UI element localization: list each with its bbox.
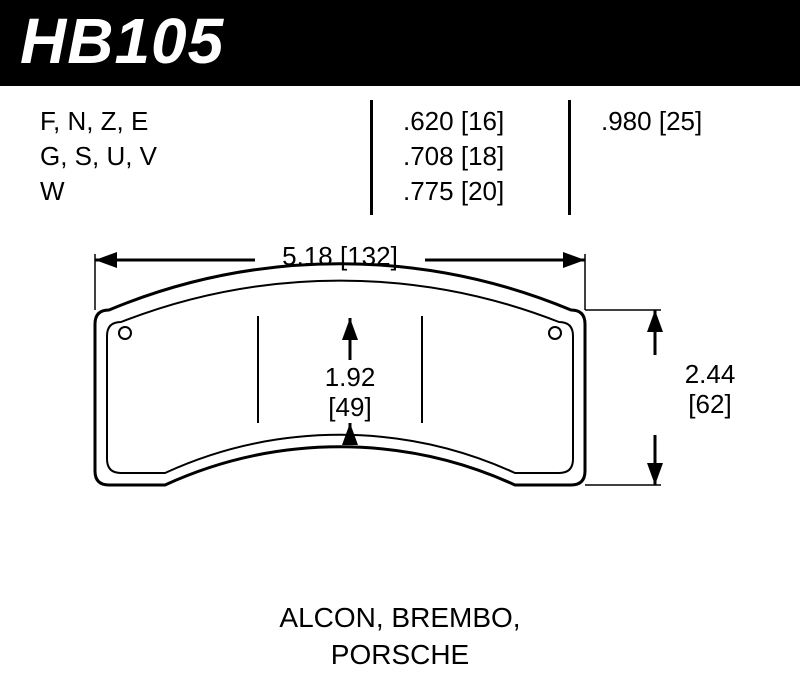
thickness-2: .708 [18] — [403, 139, 568, 174]
part-number: HB105 — [20, 5, 224, 77]
thickness-4: .980 [25] — [601, 104, 702, 139]
footer-line-2: PORSCHE — [0, 637, 800, 673]
outer-height-arrow-top — [647, 310, 663, 355]
compound-line-3: W — [40, 174, 370, 209]
width-arrow-right — [425, 252, 585, 268]
thickness-3: .775 [20] — [403, 174, 568, 209]
compound-line-1: F, N, Z, E — [40, 104, 370, 139]
inner-height-dimension-label: 1.92[49] — [310, 363, 390, 423]
thickness-column-2: .980 [25] — [571, 104, 702, 215]
part-number-header: HB105 — [0, 0, 800, 86]
thickness-column-1: .620 [16] .708 [18] .775 [20] — [373, 104, 568, 215]
compound-line-2: G, S, U, V — [40, 139, 370, 174]
spec-columns: F, N, Z, E G, S, U, V W .620 [16] .708 [… — [0, 86, 800, 225]
brake-pad-diagram: 5.18 [132] 1.92[49] 2.44[62] — [0, 225, 800, 645]
application-footer: ALCON, BREMBO, PORSCHE — [0, 600, 800, 673]
compound-codes-column: F, N, Z, E G, S, U, V W — [40, 104, 370, 215]
width-dimension-label: 5.18 [132] — [260, 241, 420, 272]
footer-line-1: ALCON, BREMBO, — [0, 600, 800, 636]
outer-height-arrow-bottom — [647, 435, 663, 485]
outer-height-dimension-label: 2.44[62] — [665, 360, 755, 420]
thickness-1: .620 [16] — [403, 104, 568, 139]
diagram-svg — [0, 225, 800, 645]
width-arrow-left — [95, 252, 255, 268]
